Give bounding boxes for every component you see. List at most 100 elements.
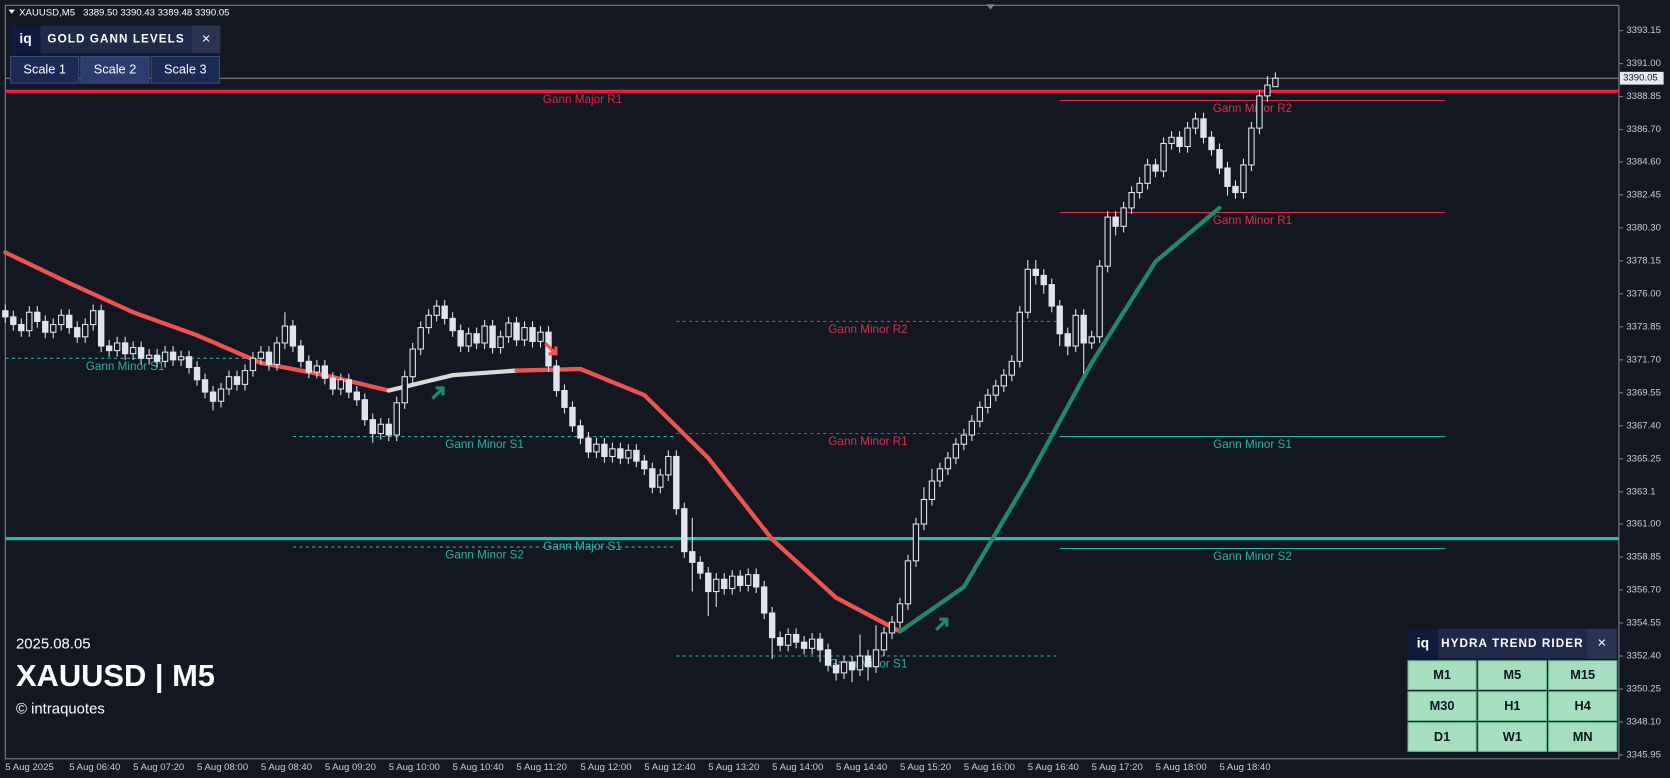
candle-body xyxy=(121,342,129,355)
candle-body xyxy=(385,423,392,436)
x-tick-label: 5 Aug 16:40 xyxy=(1028,762,1079,773)
close-icon[interactable]: × xyxy=(1597,636,1606,652)
timeframe-label[interactable]: MN xyxy=(1573,729,1593,744)
x-tick-label: 5 Aug 2025 xyxy=(5,762,53,773)
timeframe-label[interactable]: M15 xyxy=(1570,667,1595,682)
candle-body xyxy=(784,633,792,646)
timeframe-button[interactable] xyxy=(1477,722,1547,752)
candle-body xyxy=(473,333,480,344)
x-tick-label: 5 Aug 14:40 xyxy=(836,762,887,773)
candle-body xyxy=(625,449,632,459)
candle-body xyxy=(1224,167,1231,187)
candle-body xyxy=(936,468,944,482)
menu-arrow[interactable] xyxy=(8,9,15,14)
candle-body xyxy=(1088,336,1095,344)
tab-label[interactable]: Scale 2 xyxy=(94,62,137,77)
candle-body xyxy=(864,655,872,668)
trend-line xyxy=(770,537,839,600)
close-button[interactable] xyxy=(191,25,221,54)
tab[interactable] xyxy=(150,55,220,84)
ohlc-label: 3389.50 3390.43 3389.48 3390.05 xyxy=(83,7,229,18)
candle-body xyxy=(681,508,688,553)
timeframe-label[interactable]: M30 xyxy=(1430,698,1455,713)
candle-body xyxy=(153,354,161,362)
candle-body xyxy=(633,449,640,462)
panel-header xyxy=(1437,628,1587,659)
tab[interactable] xyxy=(80,55,150,84)
candle-body xyxy=(129,347,137,355)
timeframe-button[interactable] xyxy=(1548,691,1618,721)
candle-body xyxy=(1048,284,1055,307)
candle-body xyxy=(497,336,504,349)
candle-body xyxy=(1184,127,1191,148)
candle-body xyxy=(1056,305,1063,335)
candle-body xyxy=(193,366,201,381)
candle-body xyxy=(217,388,225,402)
candle-body xyxy=(145,354,153,359)
candle-body xyxy=(1264,84,1271,97)
candle-body xyxy=(457,330,464,347)
candle-body xyxy=(225,376,233,390)
timeframe-label[interactable]: H4 xyxy=(1575,698,1592,713)
chart-frame xyxy=(4,4,1620,760)
timeframe-label[interactable]: M1 xyxy=(1433,667,1451,682)
trend-line xyxy=(450,368,519,378)
candle-body xyxy=(417,327,424,350)
x-tick-label: 5 Aug 13:20 xyxy=(708,762,759,773)
gann-panel: iq GOLD GANN LEVELS × xyxy=(10,25,221,54)
symbol-label: XAUUSD,M5 xyxy=(19,7,75,18)
trend-line xyxy=(386,373,455,393)
trend-line xyxy=(642,392,711,461)
timeframe-button[interactable] xyxy=(1548,660,1618,691)
candle-body xyxy=(585,437,592,453)
tab[interactable] xyxy=(10,55,80,84)
candle-body xyxy=(10,316,17,326)
candle-body xyxy=(561,389,568,408)
logo-box xyxy=(1407,628,1438,659)
candle-body xyxy=(1192,118,1199,129)
y-tick-label: 3352.40 xyxy=(1626,651,1661,662)
candle-body xyxy=(361,399,368,421)
candle-body xyxy=(1176,136,1183,148)
trend-line xyxy=(897,584,967,634)
y-tick-label: 3369.55 xyxy=(1626,387,1661,398)
y-tick-label: 3354.55 xyxy=(1626,618,1661,629)
candle-body xyxy=(1120,207,1127,227)
trend-line xyxy=(1025,360,1094,482)
candle-body xyxy=(657,474,664,488)
close-button[interactable] xyxy=(1586,628,1617,659)
y-tick-label: 3386.70 xyxy=(1626,124,1661,135)
candle-body xyxy=(737,575,744,586)
candle-body xyxy=(928,480,936,501)
candle-body xyxy=(1160,142,1167,172)
timeframe-label[interactable]: D1 xyxy=(1434,729,1450,744)
candle-body xyxy=(904,560,912,605)
candle-body xyxy=(577,425,584,439)
timeframe-label[interactable]: M5 xyxy=(1504,667,1522,682)
tab-label[interactable]: Scale 1 xyxy=(23,62,66,77)
candle-body xyxy=(745,574,752,586)
timeframe-button[interactable] xyxy=(1477,691,1547,721)
gann-level-label: Gann Minor R2 xyxy=(1213,102,1292,115)
timeframe-label[interactable]: W1 xyxy=(1503,729,1522,744)
candle-body xyxy=(113,342,121,352)
close-icon[interactable]: × xyxy=(202,31,211,47)
y-tick-label: 3350.25 xyxy=(1626,684,1661,695)
timeframe-button[interactable] xyxy=(1407,722,1477,752)
timeframe-button[interactable] xyxy=(1407,660,1477,691)
candle-body xyxy=(1208,136,1215,151)
timeframe-label[interactable]: H1 xyxy=(1504,698,1520,713)
x-tick-label: 5 Aug 12:40 xyxy=(644,762,695,773)
candle-body xyxy=(249,357,257,372)
candle-body xyxy=(697,561,704,574)
x-tick-label: 5 Aug 08:40 xyxy=(261,762,312,773)
candle-body xyxy=(105,345,113,352)
timeframe-button[interactable] xyxy=(1477,660,1547,691)
timeframe-button[interactable] xyxy=(1407,691,1477,721)
y-tick-label: 3384.60 xyxy=(1626,156,1661,167)
y-tick-label: 3345.95 xyxy=(1626,750,1661,761)
timeframe-button[interactable] xyxy=(1548,722,1618,752)
y-tick-label: 3382.45 xyxy=(1626,189,1661,200)
tab-label[interactable]: Scale 3 xyxy=(164,62,207,77)
